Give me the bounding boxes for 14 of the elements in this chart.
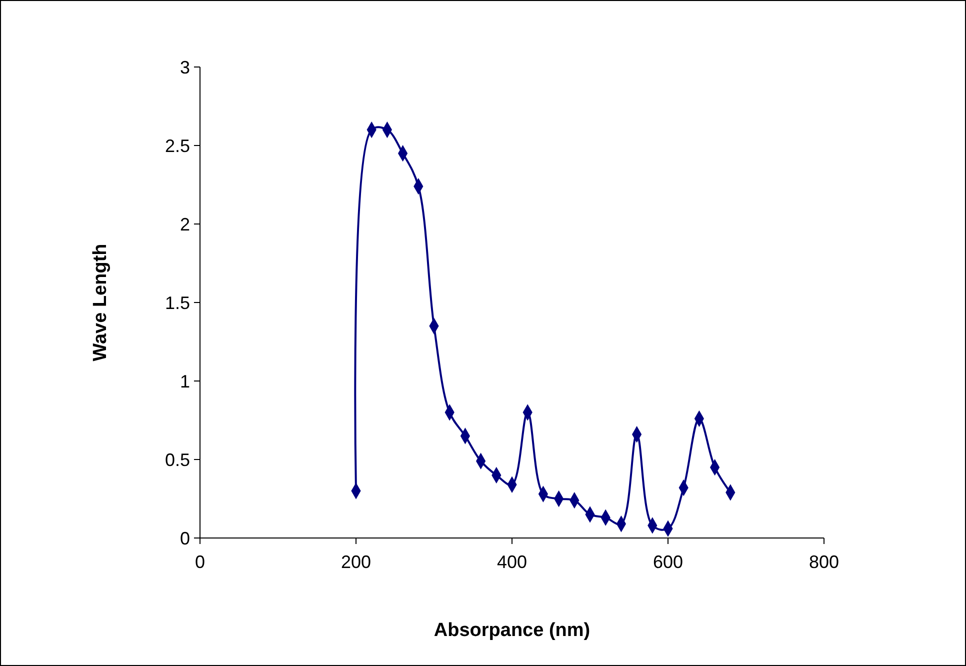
- y-tick-label: 2.5: [164, 136, 190, 156]
- y-axis-title: Wave Length: [90, 244, 111, 362]
- x-tick-label: 600: [652, 552, 684, 572]
- y-tick-label: 3: [180, 57, 190, 78]
- x-tick-label: 200: [340, 552, 372, 572]
- y-tick-label: 1.5: [164, 292, 190, 313]
- x-tick-label: 800: [808, 552, 840, 572]
- x-tick-label: 0: [194, 552, 206, 572]
- x-axis-title: Absorpance (nm): [434, 620, 590, 641]
- y-tick-label: 1: [180, 371, 190, 392]
- x-tick-label: 400: [496, 552, 528, 572]
- y-tick-label: 0: [180, 528, 190, 548]
- y-tick-label: 0.5: [164, 450, 190, 470]
- y-tick-label: 2: [180, 214, 190, 234]
